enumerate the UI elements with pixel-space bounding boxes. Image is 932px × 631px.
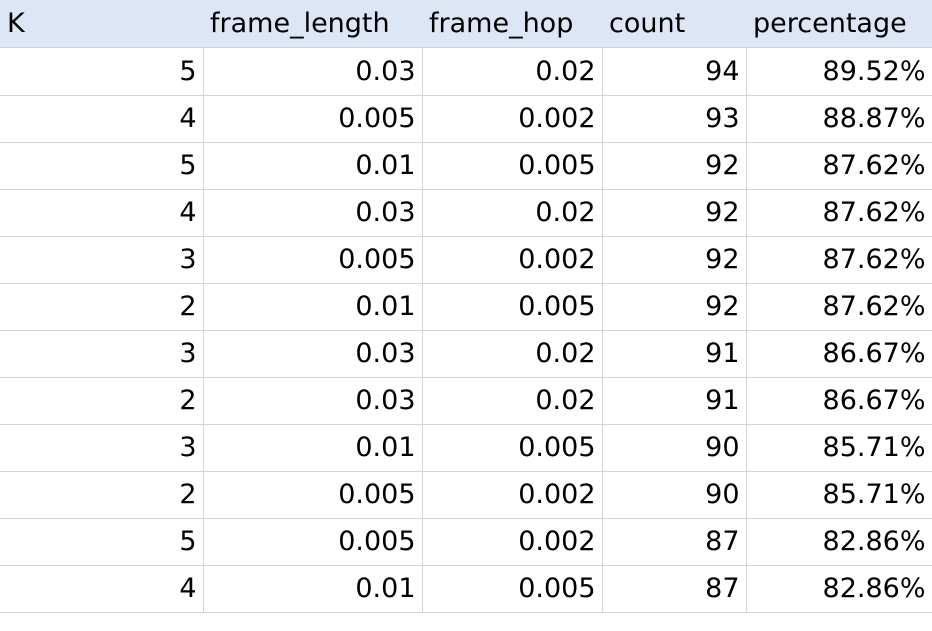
- table-row: 2 0.03 0.02 91 86.67%: [0, 377, 932, 425]
- cell-frame-length[interactable]: 0.005: [203, 471, 423, 519]
- cell-frame-length[interactable]: 0.03: [203, 377, 423, 425]
- cell-percentage[interactable]: 87.62%: [746, 236, 932, 284]
- cell-frame-hop[interactable]: 0.002: [422, 471, 603, 519]
- table-row: 5 0.01 0.005 92 87.62%: [0, 142, 932, 190]
- cell-percentage[interactable]: 86.67%: [746, 330, 932, 378]
- header-cell-count[interactable]: count: [602, 0, 746, 48]
- cell-percentage[interactable]: 88.87%: [746, 95, 932, 143]
- cell-count[interactable]: 90: [602, 471, 747, 519]
- cell-frame-hop[interactable]: 0.005: [422, 424, 603, 472]
- cell-count[interactable]: 93: [602, 95, 747, 143]
- table-row: 4 0.005 0.002 93 88.87%: [0, 95, 932, 143]
- table-row: 4 0.01 0.005 87 82.86%: [0, 565, 932, 613]
- table-body: 5 0.03 0.02 94 89.52% 4 0.005 0.002 93 88.87% 5 0.0…: [0, 47, 932, 613]
- cell-percentage[interactable]: 82.86%: [746, 518, 932, 566]
- cell-frame-hop[interactable]: 0.02: [422, 189, 603, 237]
- cell-count[interactable]: 87: [602, 518, 747, 566]
- cell-k[interactable]: 5: [0, 47, 204, 96]
- cell-percentage[interactable]: 87.62%: [746, 189, 932, 237]
- cell-percentage[interactable]: 85.71%: [746, 424, 932, 472]
- cell-frame-hop[interactable]: 0.005: [422, 142, 603, 190]
- table-row: 3 0.01 0.005 90 85.71%: [0, 424, 932, 472]
- cell-count[interactable]: 92: [602, 189, 747, 237]
- header-cell-frame-hop[interactable]: frame_hop: [422, 0, 602, 48]
- cell-frame-hop[interactable]: 0.02: [422, 47, 603, 96]
- cell-frame-hop[interactable]: 0.002: [422, 518, 603, 566]
- cell-frame-hop[interactable]: 0.005: [422, 565, 603, 613]
- table-row: 3 0.005 0.002 92 87.62%: [0, 236, 932, 284]
- table-row: 4 0.03 0.02 92 87.62%: [0, 189, 932, 237]
- cell-frame-length[interactable]: 0.005: [203, 236, 423, 284]
- header-cell-k[interactable]: K: [0, 0, 203, 48]
- cell-k[interactable]: 4: [0, 565, 204, 613]
- cell-frame-length[interactable]: 0.01: [203, 565, 423, 613]
- cell-percentage[interactable]: 86.67%: [746, 377, 932, 425]
- cell-percentage[interactable]: 85.71%: [746, 471, 932, 519]
- header-row: K frame_length frame_hop count percentag…: [0, 0, 932, 48]
- cell-frame-hop[interactable]: 0.002: [422, 236, 603, 284]
- cell-percentage[interactable]: 89.52%: [746, 47, 932, 96]
- cell-frame-length[interactable]: 0.01: [203, 283, 423, 331]
- cell-k[interactable]: 2: [0, 377, 204, 425]
- cell-frame-length[interactable]: 0.03: [203, 189, 423, 237]
- cell-k[interactable]: 5: [0, 518, 204, 566]
- cell-k[interactable]: 4: [0, 189, 204, 237]
- cell-count[interactable]: 92: [602, 283, 747, 331]
- cell-percentage[interactable]: 82.86%: [746, 565, 932, 613]
- results-table: K frame_length frame_hop count percentag…: [0, 0, 932, 613]
- cell-frame-length[interactable]: 0.01: [203, 424, 423, 472]
- cell-count[interactable]: 94: [602, 47, 747, 96]
- cell-count[interactable]: 92: [602, 142, 747, 190]
- cell-count[interactable]: 87: [602, 565, 747, 613]
- cell-count[interactable]: 92: [602, 236, 747, 284]
- cell-k[interactable]: 2: [0, 471, 204, 519]
- cell-count[interactable]: 91: [602, 330, 747, 378]
- cell-frame-hop[interactable]: 0.002: [422, 95, 603, 143]
- cell-percentage[interactable]: 87.62%: [746, 283, 932, 331]
- cell-frame-length[interactable]: 0.005: [203, 518, 423, 566]
- cell-percentage[interactable]: 87.62%: [746, 142, 932, 190]
- table-row: 5 0.03 0.02 94 89.52%: [0, 47, 932, 96]
- table-row: 2 0.01 0.005 92 87.62%: [0, 283, 932, 331]
- cell-k[interactable]: 3: [0, 330, 204, 378]
- cell-frame-length[interactable]: 0.03: [203, 47, 423, 96]
- cell-count[interactable]: 90: [602, 424, 747, 472]
- cell-frame-hop[interactable]: 0.005: [422, 283, 603, 331]
- header-cell-percentage[interactable]: percentage: [746, 0, 932, 48]
- cell-k[interactable]: 5: [0, 142, 204, 190]
- table-row: 2 0.005 0.002 90 85.71%: [0, 471, 932, 519]
- cell-frame-length[interactable]: 0.01: [203, 142, 423, 190]
- cell-frame-length[interactable]: 0.03: [203, 330, 423, 378]
- cell-k[interactable]: 3: [0, 424, 204, 472]
- cell-k[interactable]: 4: [0, 95, 204, 143]
- cell-k[interactable]: 3: [0, 236, 204, 284]
- table-row: 5 0.005 0.002 87 82.86%: [0, 518, 932, 566]
- header-cell-frame-length[interactable]: frame_length: [203, 0, 422, 48]
- cell-count[interactable]: 91: [602, 377, 747, 425]
- cell-frame-hop[interactable]: 0.02: [422, 377, 603, 425]
- table-row: 3 0.03 0.02 91 86.67%: [0, 330, 932, 378]
- cell-frame-hop[interactable]: 0.02: [422, 330, 603, 378]
- cell-k[interactable]: 2: [0, 283, 204, 331]
- cell-frame-length[interactable]: 0.005: [203, 95, 423, 143]
